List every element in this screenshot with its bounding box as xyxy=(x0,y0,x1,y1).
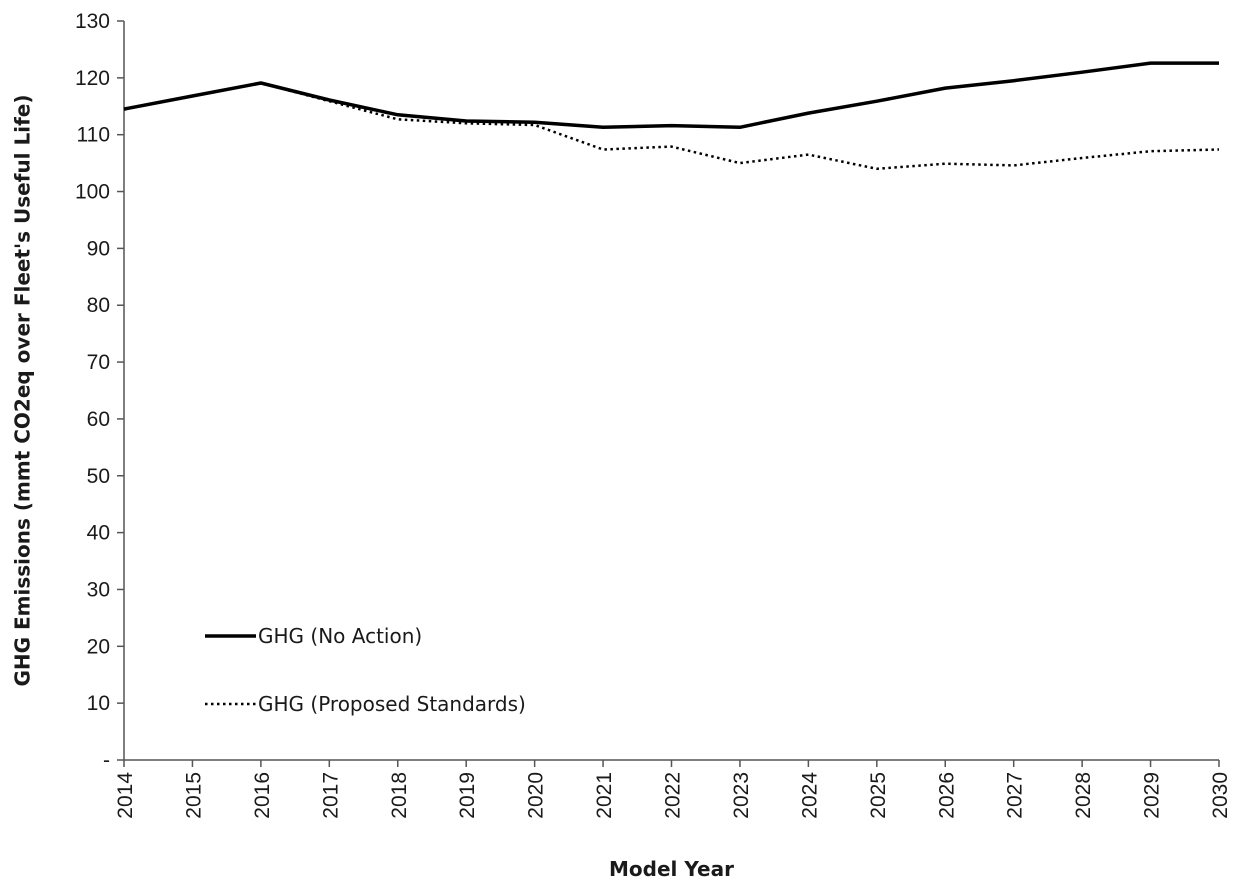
y-tick-label: 90 xyxy=(87,237,110,260)
y-tick-label: 110 xyxy=(77,124,110,147)
x-tick-label: 2015 xyxy=(182,772,205,819)
x-tick-label: 2023 xyxy=(730,772,753,819)
y-tick-label: 30 xyxy=(87,578,110,601)
y-tick-label: 130 xyxy=(75,10,110,33)
y-tick-label: 50 xyxy=(87,465,110,488)
series-layer xyxy=(123,61,1220,171)
y-tick-label: 60 xyxy=(87,408,110,431)
series-line-no-action xyxy=(123,61,1219,130)
y-tick-label: - xyxy=(103,749,110,772)
x-tick-label: 2017 xyxy=(319,772,342,819)
x-tick-label: 2018 xyxy=(388,772,411,819)
x-tick-label: 2030 xyxy=(1209,772,1232,819)
y-tick-label: 20 xyxy=(87,635,110,658)
legend-label-no-action: GHG (No Action) xyxy=(258,624,422,648)
x-tick-label: 2027 xyxy=(1004,772,1027,819)
x-tick-label: 2025 xyxy=(867,772,890,819)
y-tick-label: 10 xyxy=(87,692,110,715)
x-tick-label: 2026 xyxy=(935,772,958,819)
x-tick-label: 2024 xyxy=(798,772,821,819)
y-ticks: - 10 20 30 40 50 60 70 80 90 100 110 120 130 xyxy=(75,10,124,772)
legend-label-proposed-standards: GHG (Proposed Standards) xyxy=(258,692,526,716)
y-tick-label: 40 xyxy=(87,522,110,545)
x-tick-label: 2021 xyxy=(593,772,616,819)
series-line-proposed-standards xyxy=(123,81,1220,171)
y-tick-label: 70 xyxy=(87,351,110,374)
axes xyxy=(123,21,1219,761)
y-tick-label: 80 xyxy=(87,294,110,317)
y-tick-label: 120 xyxy=(75,67,110,90)
x-tick-label: 2022 xyxy=(662,772,685,819)
x-tick-label: 2016 xyxy=(251,772,274,819)
x-axis-title: Model Year xyxy=(609,857,734,881)
y-tick-label: 100 xyxy=(75,181,110,204)
x-tick-label: 2029 xyxy=(1141,772,1164,819)
y-axis-title: GHG Emissions (mmt CO2eq over Fleet's Us… xyxy=(11,94,35,686)
x-tick-label: 2020 xyxy=(525,772,548,819)
x-tick-label: 2019 xyxy=(456,772,479,819)
x-tick-label: 2028 xyxy=(1072,772,1095,819)
x-tick-label: 2014 xyxy=(114,772,137,819)
legend: GHG (No Action) GHG (Proposed Standards) xyxy=(205,624,526,716)
x-ticks: 2014 2015 2016 2017 2018 2019 2020 2021 2022 2023… xyxy=(114,760,1232,819)
